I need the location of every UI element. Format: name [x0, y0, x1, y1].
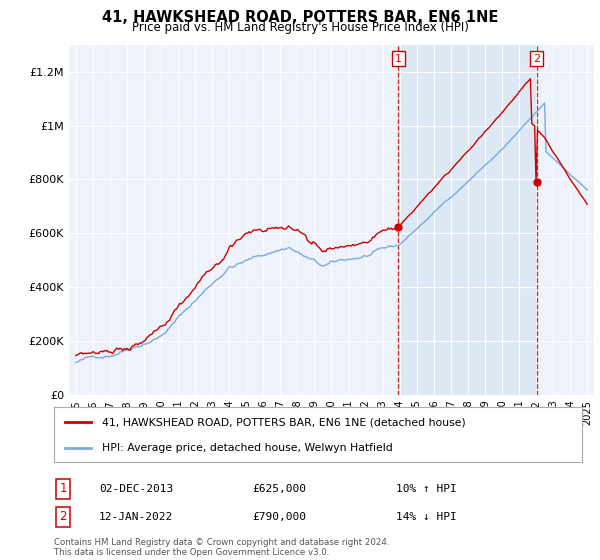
Text: £625,000: £625,000	[252, 484, 306, 494]
Text: 41, HAWKSHEAD ROAD, POTTERS BAR, EN6 1NE: 41, HAWKSHEAD ROAD, POTTERS BAR, EN6 1NE	[102, 10, 498, 25]
Text: 10% ↑ HPI: 10% ↑ HPI	[396, 484, 457, 494]
Text: 2: 2	[59, 510, 67, 524]
Text: 12-JAN-2022: 12-JAN-2022	[99, 512, 173, 522]
Text: Price paid vs. HM Land Registry's House Price Index (HPI): Price paid vs. HM Land Registry's House …	[131, 21, 469, 34]
Text: Contains HM Land Registry data © Crown copyright and database right 2024.
This d: Contains HM Land Registry data © Crown c…	[54, 538, 389, 557]
Bar	[398, 45, 537, 395]
Text: 41, HAWKSHEAD ROAD, POTTERS BAR, EN6 1NE (detached house): 41, HAWKSHEAD ROAD, POTTERS BAR, EN6 1NE…	[101, 418, 465, 427]
Text: 02-DEC-2013: 02-DEC-2013	[99, 484, 173, 494]
Text: 1: 1	[59, 482, 67, 496]
Text: 2: 2	[533, 54, 540, 63]
Text: HPI: Average price, detached house, Welwyn Hatfield: HPI: Average price, detached house, Welw…	[101, 444, 392, 453]
Text: £790,000: £790,000	[252, 512, 306, 522]
Text: 1: 1	[395, 54, 402, 63]
Text: 14% ↓ HPI: 14% ↓ HPI	[396, 512, 457, 522]
